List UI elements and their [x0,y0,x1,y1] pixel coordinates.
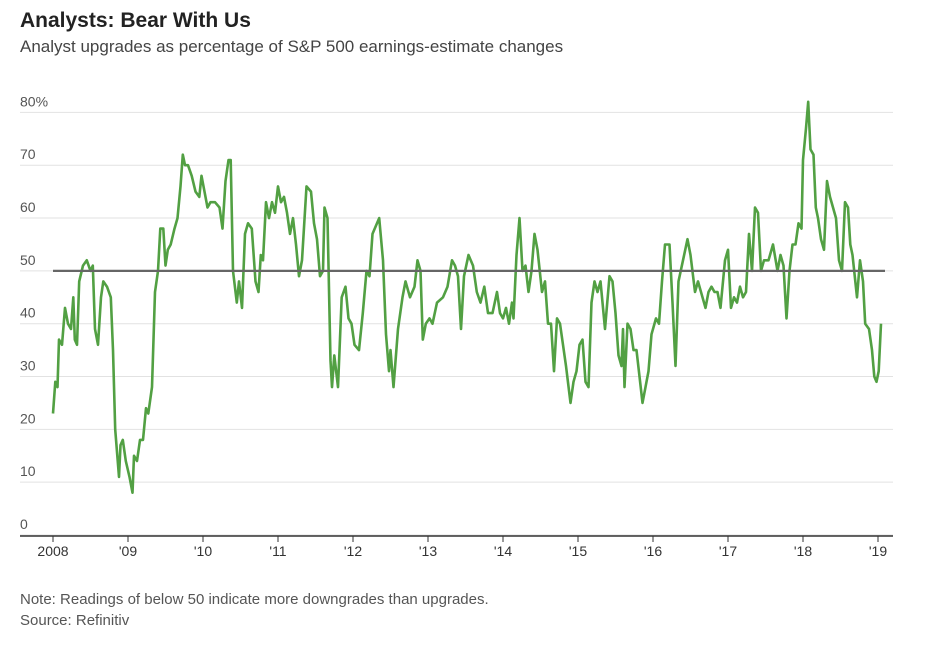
y-tick-label: 70 [20,146,36,162]
x-tick-label: '10 [194,543,212,559]
x-tick-label: '18 [794,543,812,559]
y-tick-label: 40 [20,305,36,321]
x-tick-label: '19 [869,543,887,559]
y-tick-label: 0 [20,516,28,532]
x-tick-label: '12 [344,543,362,559]
y-tick-label: 80% [20,93,48,109]
data-line [51,100,883,494]
y-tick-label: 20 [20,410,36,426]
x-tick-label: '09 [119,543,137,559]
y-tick-label: 30 [20,358,36,374]
x-tick-label: '13 [419,543,437,559]
chart-title: Analysts: Bear With Us [20,9,251,32]
y-tick-label: 50 [20,252,36,268]
x-tick-label: '15 [569,543,587,559]
x-tick-label: 2008 [37,543,68,559]
chart-subtitle: Analyst upgrades as percentage of S&P 50… [20,37,563,56]
y-tick-label: 60 [20,199,36,215]
note: Note: Readings of below 50 indicate more… [20,591,489,608]
x-tick-label: '17 [719,543,737,559]
x-tick-label: '11 [269,543,286,559]
y-tick-label: 10 [20,463,36,479]
x-tick-label: '14 [494,543,512,559]
source: Source: Refinitiv [20,612,130,629]
x-tick-label: '16 [644,543,662,559]
